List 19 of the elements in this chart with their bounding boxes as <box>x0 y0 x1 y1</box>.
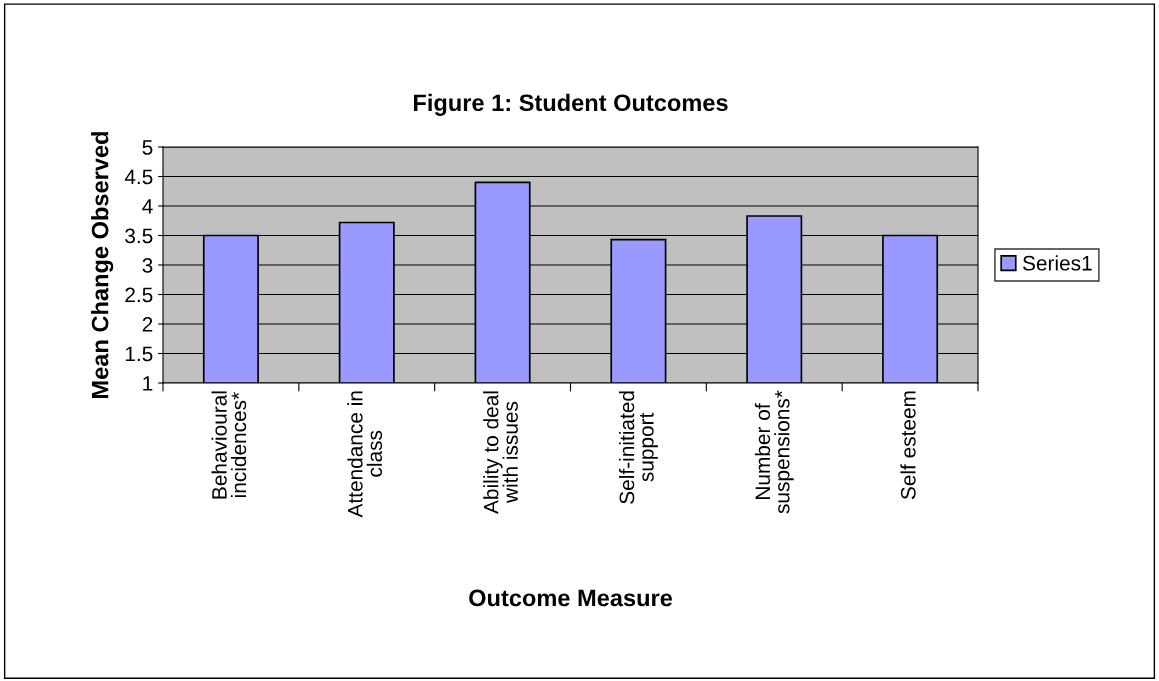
y-tick-label: 1 <box>143 376 153 391</box>
y-tick-label: 4.5 <box>124 169 153 185</box>
y-tick-label: 2.5 <box>125 287 153 303</box>
y-tick-label: 3.5 <box>125 228 153 244</box>
x-tick-label: Ability to deal with issues <box>483 391 518 514</box>
y-axis-title: Mean Change Observed <box>91 132 114 398</box>
y-tick-label: 1.5 <box>125 346 153 362</box>
x-tick-label: Behavioural incidences* <box>211 391 247 499</box>
x-tick-label: Self-initiated support <box>619 391 658 504</box>
y-tick-label: 3 <box>142 258 153 273</box>
chart-title: Figure 1: Student Outcomes <box>414 93 728 116</box>
y-tick-label: 2 <box>142 317 153 332</box>
x-tick-label: Attendance in class <box>347 391 383 518</box>
legend-label: Series1 <box>1022 255 1092 271</box>
y-tick-label: 4 <box>142 199 153 214</box>
x-tick-label: Self esteem <box>900 391 916 500</box>
y-tick-label: 5 <box>142 140 153 155</box>
x-tick-label: Number of suspensions* <box>754 390 794 514</box>
x-axis-title: Outcome Measure <box>469 589 673 607</box>
